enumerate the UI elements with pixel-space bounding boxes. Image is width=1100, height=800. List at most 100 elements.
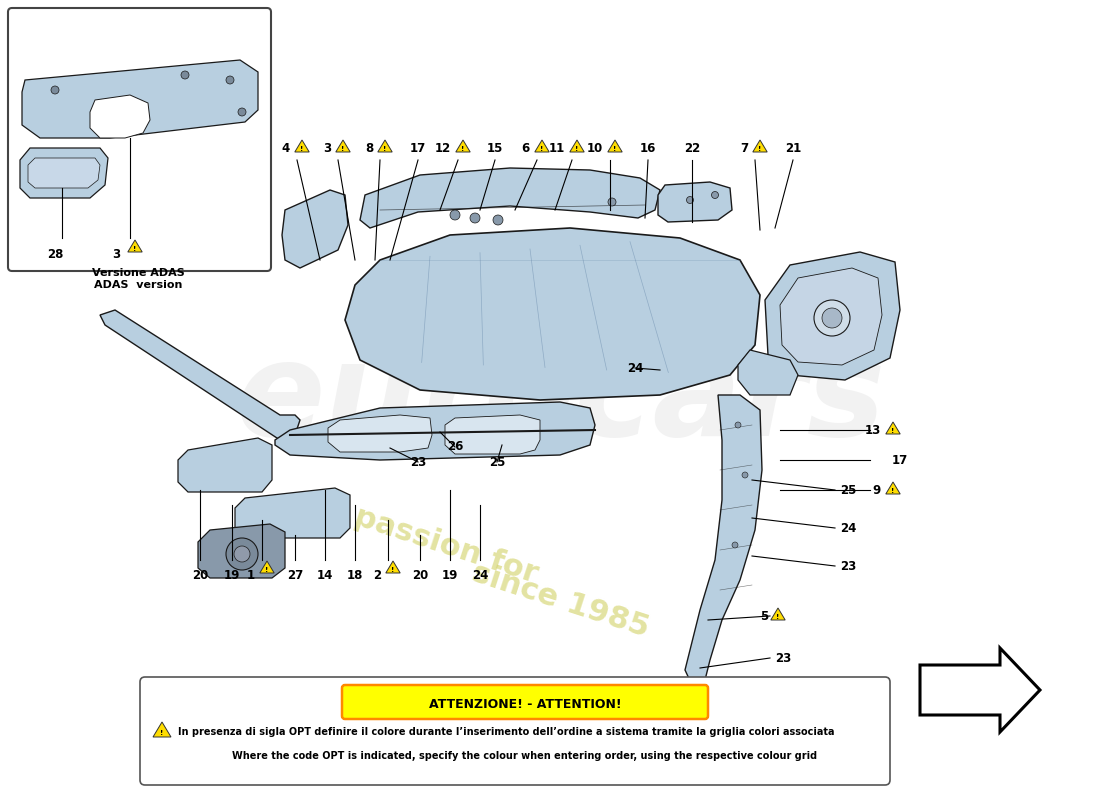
Polygon shape <box>535 140 549 152</box>
Circle shape <box>182 71 189 79</box>
Text: !: ! <box>891 428 894 434</box>
Text: 10: 10 <box>586 142 603 154</box>
Text: Versione ADAS
ADAS  version: Versione ADAS ADAS version <box>91 268 185 290</box>
Text: 24: 24 <box>627 362 644 374</box>
Text: !: ! <box>461 146 464 152</box>
Text: !: ! <box>341 146 344 152</box>
Circle shape <box>234 546 250 562</box>
Text: 19: 19 <box>442 569 459 582</box>
Text: 12: 12 <box>434 142 451 154</box>
Text: 15: 15 <box>487 142 503 154</box>
Polygon shape <box>235 488 350 538</box>
Polygon shape <box>22 60 258 138</box>
Text: 22: 22 <box>684 142 700 154</box>
Circle shape <box>226 76 234 84</box>
Text: 20: 20 <box>191 569 208 582</box>
Polygon shape <box>570 140 584 152</box>
Text: 1: 1 <box>246 569 255 582</box>
Polygon shape <box>377 140 393 152</box>
Text: !: ! <box>758 146 761 152</box>
Circle shape <box>735 422 741 428</box>
FancyBboxPatch shape <box>342 685 708 719</box>
Polygon shape <box>780 268 882 365</box>
Text: 18: 18 <box>346 569 363 582</box>
Polygon shape <box>685 395 762 685</box>
Polygon shape <box>386 561 400 573</box>
Circle shape <box>470 213 480 223</box>
Polygon shape <box>178 438 272 492</box>
Text: 24: 24 <box>840 522 857 534</box>
Text: 16: 16 <box>640 142 657 154</box>
Text: 21: 21 <box>785 142 801 154</box>
Polygon shape <box>886 422 900 434</box>
Text: 3: 3 <box>112 248 120 261</box>
Polygon shape <box>608 140 623 152</box>
Polygon shape <box>275 402 595 460</box>
Polygon shape <box>28 158 100 188</box>
Text: 25: 25 <box>840 483 857 497</box>
Text: A passion for: A passion for <box>318 491 542 589</box>
Text: 6: 6 <box>521 142 530 154</box>
Text: 3: 3 <box>323 142 331 154</box>
Text: !: ! <box>540 146 543 152</box>
Polygon shape <box>260 561 274 573</box>
Polygon shape <box>455 140 470 152</box>
Circle shape <box>450 210 460 220</box>
Text: !: ! <box>265 566 268 573</box>
Polygon shape <box>886 482 900 494</box>
Text: 4: 4 <box>282 142 290 154</box>
Circle shape <box>51 86 59 94</box>
Text: 8: 8 <box>365 142 373 154</box>
Polygon shape <box>738 350 798 395</box>
Text: !: ! <box>133 246 136 252</box>
Text: 13: 13 <box>865 423 881 437</box>
Circle shape <box>608 198 616 206</box>
Text: !: ! <box>614 146 617 152</box>
Text: 2: 2 <box>373 569 381 582</box>
Circle shape <box>712 191 718 198</box>
Text: 17: 17 <box>410 142 426 154</box>
Polygon shape <box>771 608 785 620</box>
Polygon shape <box>345 228 760 400</box>
Circle shape <box>686 197 693 203</box>
Text: !: ! <box>575 146 579 152</box>
Polygon shape <box>90 95 150 138</box>
Text: 19: 19 <box>223 569 240 582</box>
Polygon shape <box>282 190 348 268</box>
Text: !: ! <box>384 146 386 152</box>
Text: 23: 23 <box>410 455 426 469</box>
Text: eurocars: eurocars <box>234 337 886 463</box>
Circle shape <box>822 308 842 328</box>
Text: Where the code OPT is indicated, specify the colour when entering order, using t: Where the code OPT is indicated, specify… <box>232 751 817 761</box>
Text: 27: 27 <box>287 569 304 582</box>
Polygon shape <box>198 524 285 578</box>
Polygon shape <box>446 415 540 454</box>
Text: 23: 23 <box>840 559 856 573</box>
Text: 20: 20 <box>411 569 428 582</box>
Polygon shape <box>658 182 732 222</box>
Polygon shape <box>336 140 350 152</box>
Text: 9: 9 <box>872 483 881 497</box>
Text: 5: 5 <box>760 610 768 622</box>
Text: 11: 11 <box>549 142 565 154</box>
Text: 26: 26 <box>447 441 463 454</box>
Text: !: ! <box>392 566 395 573</box>
Polygon shape <box>920 648 1040 732</box>
FancyBboxPatch shape <box>140 677 890 785</box>
Polygon shape <box>100 310 300 440</box>
Circle shape <box>238 108 246 116</box>
Text: 25: 25 <box>488 455 505 469</box>
Text: !: ! <box>161 730 164 736</box>
FancyBboxPatch shape <box>8 8 271 271</box>
Text: !: ! <box>300 146 304 152</box>
Circle shape <box>732 542 738 548</box>
Text: 23: 23 <box>776 651 791 665</box>
Polygon shape <box>153 722 170 737</box>
Polygon shape <box>128 240 142 252</box>
Text: 24: 24 <box>472 569 488 582</box>
Polygon shape <box>295 140 309 152</box>
Polygon shape <box>764 252 900 380</box>
Polygon shape <box>328 415 432 452</box>
Text: since 1985: since 1985 <box>468 558 652 642</box>
Polygon shape <box>360 168 660 228</box>
